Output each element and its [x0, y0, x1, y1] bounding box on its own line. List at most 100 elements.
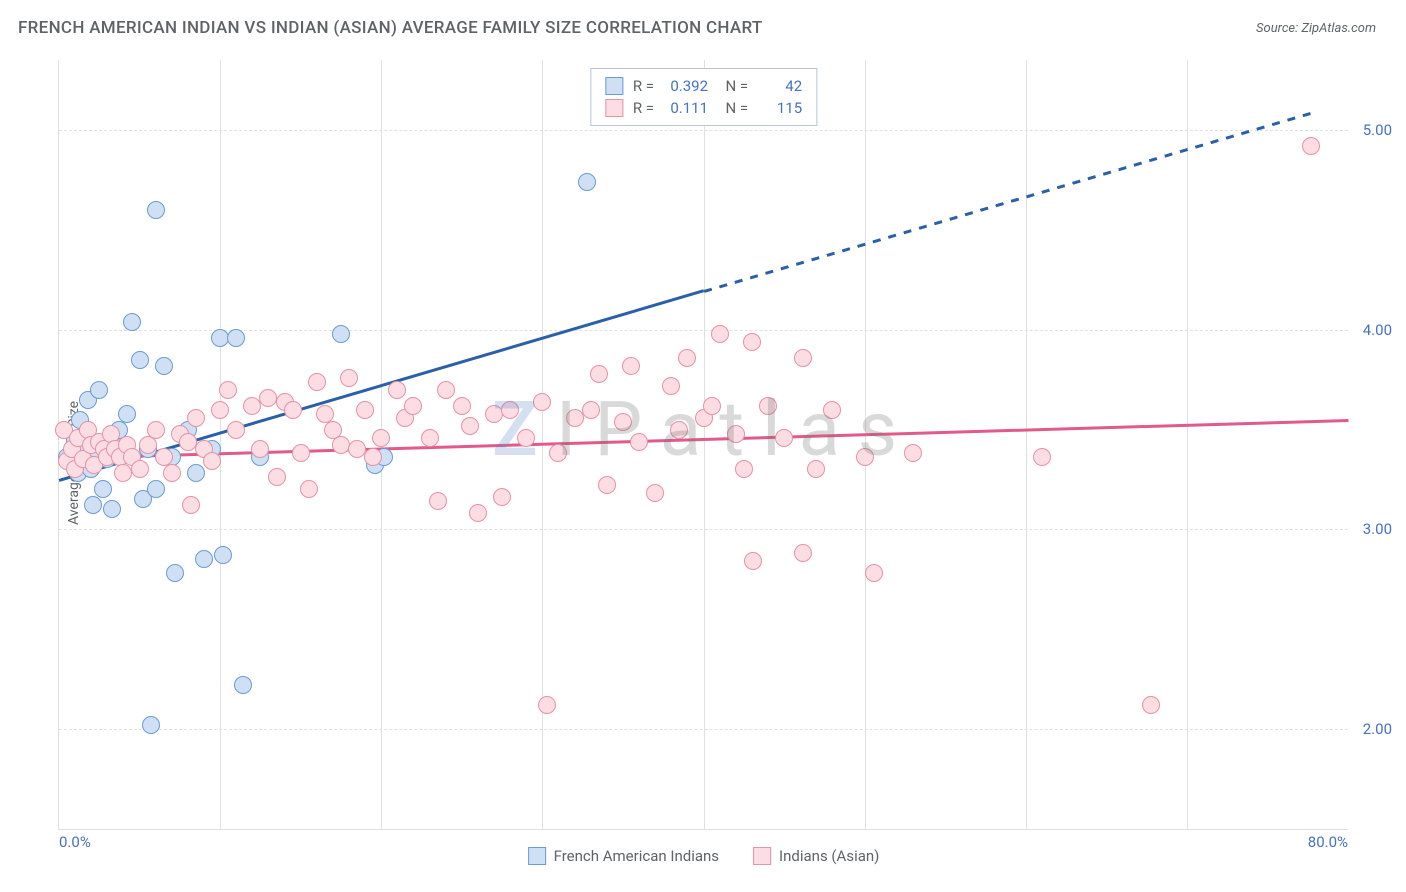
data-point-ia — [501, 401, 519, 419]
data-point-ia — [614, 413, 632, 431]
data-point-ia — [259, 389, 277, 407]
data-point-ia — [794, 349, 812, 367]
data-point-ia — [332, 436, 350, 454]
data-point-ia — [292, 444, 310, 462]
gridline-v — [220, 60, 221, 829]
data-point-ia — [711, 325, 729, 343]
data-point-ia — [163, 464, 181, 482]
data-point-ia — [622, 357, 640, 375]
data-point-ia — [582, 401, 600, 419]
data-point-ia — [703, 397, 721, 415]
data-point-ia — [538, 696, 556, 714]
data-point-ia — [1302, 137, 1320, 155]
legend-label: French American Indians — [554, 847, 719, 865]
chart-header: FRENCH AMERICAN INDIAN VS INDIAN (ASIAN)… — [0, 0, 1406, 50]
data-point-ia — [533, 393, 551, 411]
n-value: 42 — [758, 77, 802, 95]
gridline-v — [704, 60, 705, 829]
data-point-fai — [166, 564, 184, 582]
data-point-ia — [743, 333, 761, 351]
data-point-fai — [94, 480, 112, 498]
gridline-v — [1026, 60, 1027, 829]
data-point-ia — [268, 468, 286, 486]
data-point-ia — [182, 496, 200, 514]
legend-item-ia: Indians (Asian) — [753, 847, 879, 865]
data-point-fai — [214, 546, 232, 564]
data-point-ia — [372, 429, 390, 447]
data-point-ia — [300, 480, 318, 498]
plot-region: ZIPatlas R =0.392 N =42R =0.111 N =115 F… — [58, 60, 1348, 830]
ytick-label: 3.00 — [1363, 520, 1392, 538]
data-point-ia — [517, 429, 535, 447]
correlation-legend: R = 0.392 N = 42 R = 0.111 N = 115 — [590, 68, 817, 126]
legend-row-ia: R = 0.111 N = 115 — [605, 97, 802, 119]
ytick-label: 5.00 — [1363, 121, 1392, 139]
data-point-ia — [388, 381, 406, 399]
data-point-ia — [1033, 448, 1051, 466]
n-label: N = — [718, 99, 748, 117]
legend-swatch — [528, 847, 546, 865]
data-point-ia — [759, 397, 777, 415]
data-point-fai — [578, 173, 596, 191]
data-point-fai — [147, 201, 165, 219]
data-point-fai — [155, 357, 173, 375]
data-point-fai — [187, 464, 205, 482]
data-point-fai — [84, 496, 102, 514]
r-label: R = — [633, 77, 654, 95]
data-point-ia — [662, 377, 680, 395]
source-label: Source: — [1256, 21, 1301, 36]
data-point-ia — [549, 444, 567, 462]
r-value: 0.111 — [664, 99, 708, 117]
data-point-fai — [142, 716, 160, 734]
data-point-ia — [187, 409, 205, 427]
data-point-ia — [437, 381, 455, 399]
data-point-ia — [211, 401, 229, 419]
xtick-label: 80.0% — [1308, 833, 1348, 851]
data-point-ia — [775, 429, 793, 447]
data-point-ia — [131, 460, 149, 478]
data-point-ia — [678, 349, 696, 367]
data-point-ia — [139, 436, 157, 454]
data-point-ia — [904, 444, 922, 462]
n-value: 115 — [758, 99, 802, 117]
series-legend: French American Indians Indians (Asian) — [528, 847, 880, 865]
data-point-ia — [1142, 696, 1160, 714]
data-point-ia — [807, 460, 825, 478]
ytick-label: 2.00 — [1363, 720, 1392, 738]
legend-swatch — [605, 99, 623, 117]
data-point-fai — [147, 480, 165, 498]
source-value: ZipAtlas.com — [1301, 21, 1376, 36]
data-point-ia — [251, 440, 269, 458]
data-point-ia — [453, 397, 471, 415]
data-point-ia — [598, 476, 616, 494]
ytick-label: 4.00 — [1363, 321, 1392, 339]
chart-area: Average Family Size ZIPatlas R =0.392 N … — [18, 52, 1388, 874]
data-point-ia — [744, 552, 762, 570]
data-point-fai — [90, 381, 108, 399]
data-point-ia — [735, 460, 753, 478]
gridline-v — [1187, 60, 1188, 829]
data-point-ia — [404, 397, 422, 415]
data-point-ia — [421, 429, 439, 447]
data-point-ia — [461, 417, 479, 435]
r-value: 0.392 — [664, 77, 708, 95]
data-point-ia — [147, 421, 165, 439]
data-point-ia — [364, 448, 382, 466]
legend-label: Indians (Asian) — [779, 847, 879, 865]
data-point-ia — [670, 421, 688, 439]
data-point-ia — [865, 564, 883, 582]
data-point-fai — [118, 405, 136, 423]
chart-title: FRENCH AMERICAN INDIAN VS INDIAN (ASIAN)… — [18, 18, 763, 38]
data-point-ia — [646, 484, 664, 502]
trendline-extrapolated — [703, 110, 1316, 292]
data-point-fai — [332, 325, 350, 343]
data-point-ia — [203, 452, 221, 470]
data-point-fai — [195, 550, 213, 568]
data-point-ia — [794, 544, 812, 562]
r-label: R = — [633, 99, 654, 117]
legend-item-fai: French American Indians — [528, 847, 719, 865]
legend-swatch — [753, 847, 771, 865]
data-point-ia — [630, 433, 648, 451]
data-point-ia — [590, 365, 608, 383]
legend-row-fai: R =0.392 N =42 — [605, 75, 802, 97]
